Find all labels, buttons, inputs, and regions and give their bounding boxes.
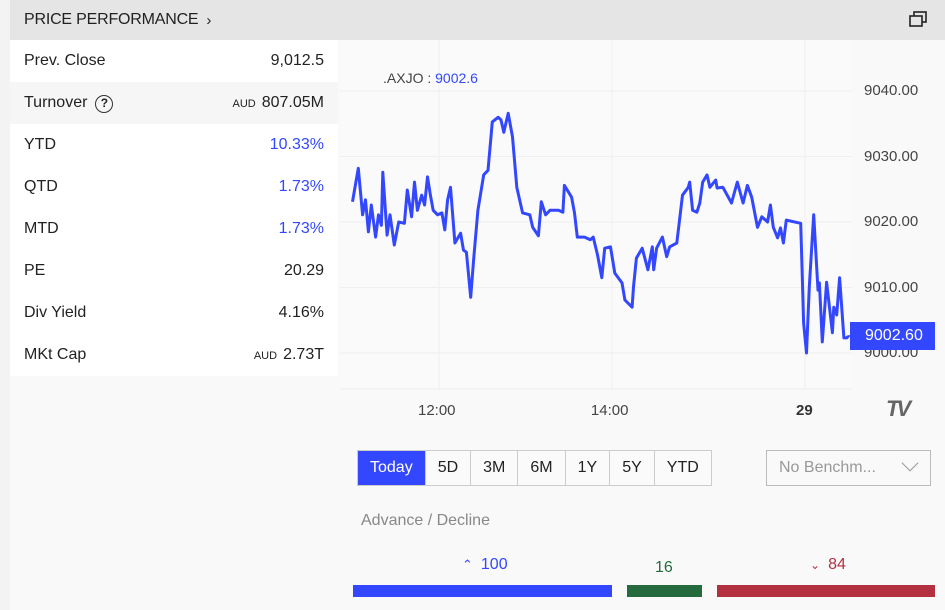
stat-value: 1.73% <box>278 220 324 237</box>
stat-value: 2.73T <box>283 346 324 363</box>
stat-row: QTD 1.73% <box>10 166 338 208</box>
y-tick-label: 9030.00 <box>864 147 919 165</box>
tradingview-logo-icon[interactable]: TV <box>886 396 911 421</box>
x-tick-label: 29 <box>796 402 813 419</box>
ticker-value: 9002.6 <box>435 70 478 86</box>
stat-label: Div Yield <box>24 304 87 321</box>
range-button-today[interactable]: Today <box>358 451 425 485</box>
ticker-symbol: .AXJO : <box>383 70 436 86</box>
stat-label: Turnover <box>24 93 88 111</box>
y-tick-label: 9020.00 <box>864 213 919 231</box>
benchmark-value: No Benchm... <box>779 459 876 476</box>
stat-value: 20.29 <box>283 262 324 279</box>
y-axis: 9040.00 9030.00 9020.00 9010.00 9000.00 <box>852 40 945 390</box>
chevron-right-icon[interactable]: › <box>206 11 212 29</box>
stat-label: QTD <box>24 178 58 195</box>
advance-bar <box>353 585 612 597</box>
decline-value: 84 <box>828 556 846 573</box>
x-tick-label: 14:00 <box>590 402 629 419</box>
ticker-label: .AXJO : 9002.6 <box>383 70 478 86</box>
stat-row: Prev. Close 9,012.5 <box>10 40 338 82</box>
range-button-6m[interactable]: 6M <box>517 451 565 485</box>
stat-value: 4.16% <box>278 304 324 321</box>
stat-value: 9,012.5 <box>270 52 324 69</box>
currency-label: AUD <box>232 98 256 110</box>
range-button-3m[interactable]: 3M <box>470 451 518 485</box>
range-button-ytd[interactable]: YTD <box>653 451 711 485</box>
decline-bar <box>717 585 935 597</box>
benchmark-dropdown[interactable]: No Benchm... <box>766 450 931 486</box>
stat-row: Div Yield 4.16% <box>10 292 338 334</box>
range-button-5d[interactable]: 5D <box>424 451 471 485</box>
range-button-5y[interactable]: 5Y <box>609 451 654 485</box>
range-button-1y[interactable]: 1Y <box>564 451 610 485</box>
stat-label: YTD <box>24 136 56 153</box>
unchanged-bar <box>627 585 702 597</box>
panel-title[interactable]: PRICE PERFORMANCE <box>24 11 199 28</box>
stat-row: PE 20.29 <box>10 250 338 292</box>
panel-header[interactable]: PRICE PERFORMANCE › <box>10 0 945 40</box>
arrow-down-icon: ⌄ <box>810 558 821 572</box>
advance-value: 100 <box>480 556 508 573</box>
range-selector: Today 5D 3M 6M 1Y 5Y YTD <box>357 450 712 486</box>
stat-row: MTD 1.73% <box>10 208 338 250</box>
last-price-tag: 9002.60 <box>850 322 935 350</box>
stat-row: Turnover? AUD 807.05M <box>10 82 338 124</box>
y-tick-label: 9010.00 <box>864 278 919 296</box>
advance-decline-label: Advance / Decline <box>361 512 490 529</box>
stat-value: 1.73% <box>278 178 324 195</box>
stat-value: 10.33% <box>269 136 324 153</box>
chevron-down-icon <box>901 454 919 472</box>
stat-label: PE <box>24 262 46 279</box>
decline-count: ⌄ 84 <box>810 556 846 574</box>
y-tick-label: 9040.00 <box>864 82 919 100</box>
price-line <box>351 111 850 355</box>
stat-label: Prev. Close <box>24 52 106 69</box>
stats-table: Prev. Close 9,012.5 Turnover? AUD 807.05M YTD… <box>10 40 338 376</box>
popout-icon[interactable] <box>909 11 927 27</box>
stat-label: MKt Cap <box>24 346 87 363</box>
stat-value: 807.05M <box>261 94 324 111</box>
stat-row: MKt Cap AUD 2.73T <box>10 334 338 376</box>
unchanged-count: 16 <box>655 559 673 576</box>
help-icon[interactable]: ? <box>95 94 114 113</box>
advance-count: ⌃ 100 <box>462 556 508 574</box>
left-edge <box>0 0 10 610</box>
currency-label: AUD <box>253 350 278 362</box>
price-chart[interactable] <box>340 40 854 390</box>
stat-row: YTD 10.33% <box>10 124 338 166</box>
arrow-up-icon: ⌃ <box>462 557 473 572</box>
x-tick-label: 12:00 <box>417 402 456 419</box>
stat-label: MTD <box>24 220 59 237</box>
